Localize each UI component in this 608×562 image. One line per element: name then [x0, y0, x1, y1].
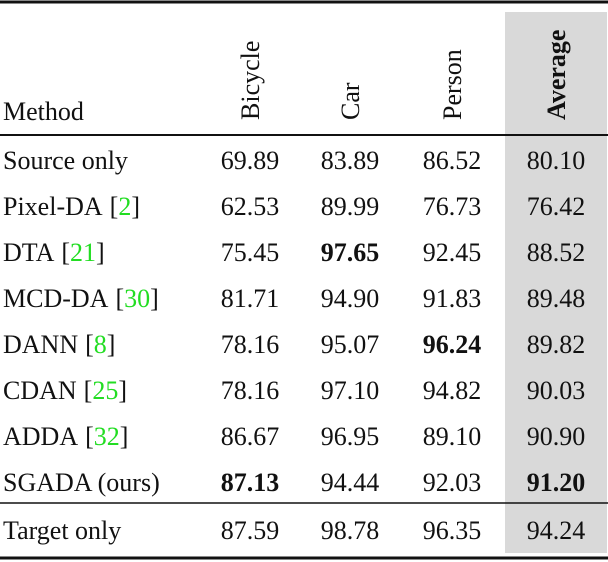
bracket: [ — [110, 192, 119, 221]
value-cell: 76.42 — [527, 192, 586, 221]
bracket: [ — [84, 376, 93, 405]
value-cell: 91.20 — [527, 468, 586, 497]
method-cell: CDAN [25] — [3, 376, 127, 405]
value-cell: 69.89 — [221, 146, 280, 175]
bracket: ] — [96, 238, 105, 267]
bracket: [ — [85, 422, 94, 451]
method-cell: MCD-DA [30] — [3, 284, 159, 313]
value-cell: 92.03 — [423, 468, 482, 497]
value-cell: 89.10 — [423, 422, 482, 451]
bracket: [ — [85, 330, 94, 359]
citation: 32 — [94, 422, 120, 451]
value-cell: 90.03 — [527, 376, 586, 405]
method-cell: Target only — [3, 516, 121, 545]
method-name: Pixel-DA — [3, 192, 103, 221]
value-cell: 95.07 — [321, 330, 380, 359]
value-cell: 81.71 — [221, 284, 280, 313]
bracket: ] — [150, 284, 159, 313]
value-cell: 97.10 — [321, 376, 380, 405]
method-cell: DTA [21] — [3, 238, 105, 267]
citation: 8 — [94, 330, 107, 359]
value-cell: 90.90 — [527, 422, 586, 451]
value-cell: 94.82 — [423, 376, 482, 405]
bracket: [ — [61, 238, 70, 267]
value-cell: 86.67 — [221, 422, 280, 451]
method-cell: Source only — [3, 146, 128, 175]
method-name: SGADA (ours) — [3, 468, 160, 497]
column-header: Person — [438, 49, 467, 120]
method-cell: Pixel-DA [2] — [3, 192, 140, 221]
value-cell: 87.59 — [221, 516, 280, 545]
method-name: Target only — [3, 516, 121, 545]
value-cell: 80.10 — [527, 146, 586, 175]
value-cell: 94.90 — [321, 284, 380, 313]
value-cell: 97.65 — [321, 238, 380, 267]
value-cell: 94.24 — [527, 516, 586, 545]
value-cell: 78.16 — [221, 330, 280, 359]
value-cell: 86.52 — [423, 146, 482, 175]
value-cell: 89.48 — [527, 284, 586, 313]
bracket: ] — [107, 330, 116, 359]
highlight-column — [505, 12, 607, 553]
value-cell: 89.99 — [321, 192, 380, 221]
value-cell: 96.95 — [321, 422, 380, 451]
column-header: Bicycle — [236, 41, 265, 120]
bracket: ] — [120, 422, 129, 451]
value-cell: 78.16 — [221, 376, 280, 405]
method-name: ADDA — [3, 422, 78, 451]
value-cell: 96.24 — [423, 330, 482, 359]
value-cell: 75.45 — [221, 238, 280, 267]
method-name: MCD-DA — [3, 284, 109, 313]
value-cell: 98.78 — [321, 516, 380, 545]
method-header: Method — [3, 97, 84, 126]
value-cell: 87.13 — [221, 468, 280, 497]
method-cell: SGADA (ours) — [3, 468, 160, 497]
value-cell: 83.89 — [321, 146, 380, 175]
bracket: ] — [118, 376, 127, 405]
method-cell: ADDA [32] — [3, 422, 128, 451]
value-cell: 94.44 — [321, 468, 380, 497]
method-name: Source only — [3, 146, 128, 175]
column-header: Car — [336, 82, 365, 120]
value-cell: 92.45 — [423, 238, 482, 267]
background-layer — [505, 12, 607, 553]
method-name: DTA — [3, 238, 55, 267]
citation: 2 — [118, 192, 131, 221]
method-cell: DANN [8] — [3, 330, 115, 359]
citation: 30 — [124, 284, 150, 313]
column-header: Average — [542, 30, 571, 120]
method-name: CDAN — [3, 376, 77, 405]
bracket: ] — [131, 192, 140, 221]
citation: 21 — [70, 238, 96, 267]
value-cell: 96.35 — [423, 516, 482, 545]
bracket: [ — [115, 284, 124, 313]
method-name: DANN — [3, 330, 78, 359]
value-cell: 89.82 — [527, 330, 586, 359]
citation: 25 — [92, 376, 118, 405]
value-cell: 62.53 — [221, 192, 280, 221]
value-cell: 88.52 — [527, 238, 586, 267]
value-cell: 76.73 — [423, 192, 482, 221]
value-cell: 91.83 — [423, 284, 482, 313]
